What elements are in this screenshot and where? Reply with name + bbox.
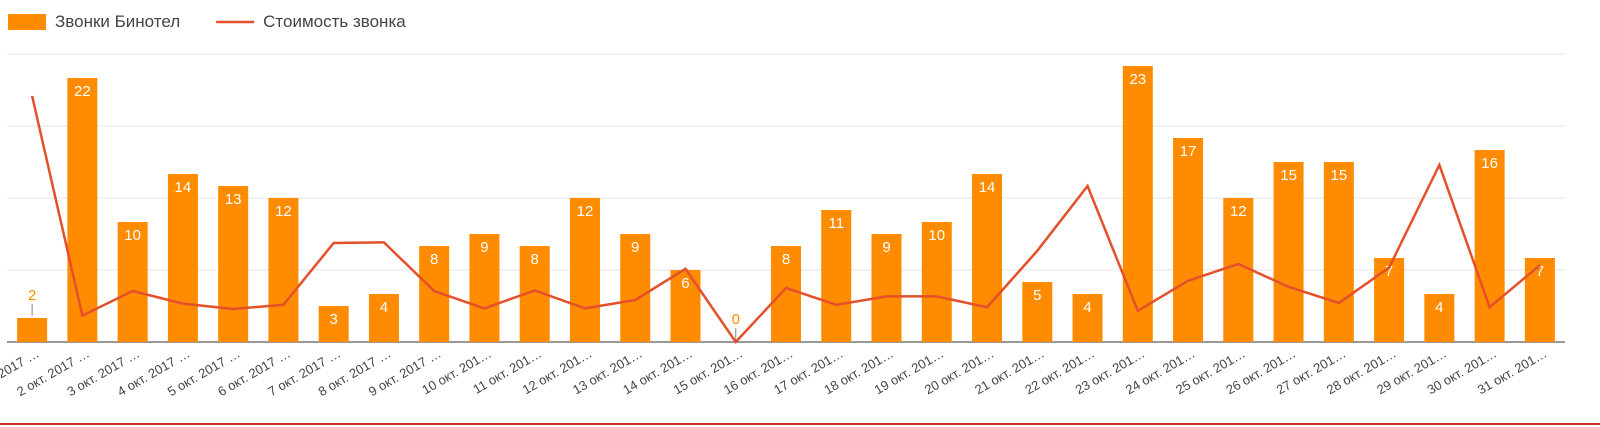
- data-label: 3: [330, 311, 338, 328]
- legend-swatch: [8, 14, 46, 30]
- data-label: 8: [531, 251, 539, 268]
- data-label: 9: [882, 239, 890, 256]
- bar: [117, 222, 148, 342]
- bar: [1223, 198, 1254, 342]
- data-label: 22: [74, 83, 91, 100]
- data-label: 13: [225, 191, 242, 208]
- data-label: 12: [275, 203, 292, 220]
- data-label: 0: [732, 311, 740, 328]
- data-label: 2: [28, 287, 36, 304]
- bar: [1374, 258, 1405, 342]
- data-label: 15: [1280, 167, 1297, 184]
- data-label: 9: [631, 239, 639, 256]
- data-label: 8: [430, 251, 438, 268]
- data-label: 4: [1435, 299, 1443, 316]
- bar: [167, 174, 198, 342]
- line-series: [30, 95, 1541, 344]
- bar: [218, 186, 249, 342]
- bar: [368, 294, 399, 342]
- bar: [469, 234, 500, 342]
- data-label: 23: [1129, 71, 1146, 88]
- bar: [268, 198, 299, 342]
- bar: [1122, 66, 1153, 342]
- bar: [921, 222, 952, 342]
- data-label: 8: [782, 251, 790, 268]
- bar: [569, 198, 600, 342]
- bar: [17, 318, 48, 342]
- bar: [1072, 294, 1103, 342]
- bar: [1273, 162, 1304, 342]
- bar: [821, 210, 852, 342]
- bar: [871, 234, 902, 342]
- data-label: 17: [1180, 143, 1197, 160]
- data-label: 6: [681, 275, 689, 292]
- data-label: 16: [1481, 155, 1498, 172]
- bar: [1474, 150, 1505, 342]
- bar: [1022, 282, 1053, 342]
- data-label: 11: [828, 215, 844, 232]
- data-label: 12: [1230, 203, 1247, 220]
- legend-label: Стоимость звонка: [263, 12, 406, 31]
- bar: [1424, 294, 1455, 342]
- bar: [771, 246, 801, 342]
- data-label: 12: [577, 203, 594, 220]
- bar: [318, 306, 349, 342]
- bar: [620, 234, 651, 342]
- bar: [1173, 138, 1204, 342]
- data-label: 7: [1385, 263, 1393, 280]
- data-label: 5: [1033, 287, 1041, 304]
- data-label: 9: [480, 239, 488, 256]
- data-label: 10: [928, 227, 945, 244]
- bar: [1323, 162, 1354, 342]
- data-label: 10: [124, 227, 141, 244]
- data-label: 7: [1536, 263, 1544, 280]
- bar: [67, 78, 98, 342]
- data-label: 4: [1083, 299, 1091, 316]
- legend-label: Звонки Бинотел: [55, 12, 180, 31]
- data-label: 14: [175, 179, 192, 196]
- data-label: 15: [1330, 167, 1347, 184]
- data-label: 4: [380, 299, 388, 316]
- data-label: 14: [979, 179, 996, 196]
- bar: [972, 174, 1003, 342]
